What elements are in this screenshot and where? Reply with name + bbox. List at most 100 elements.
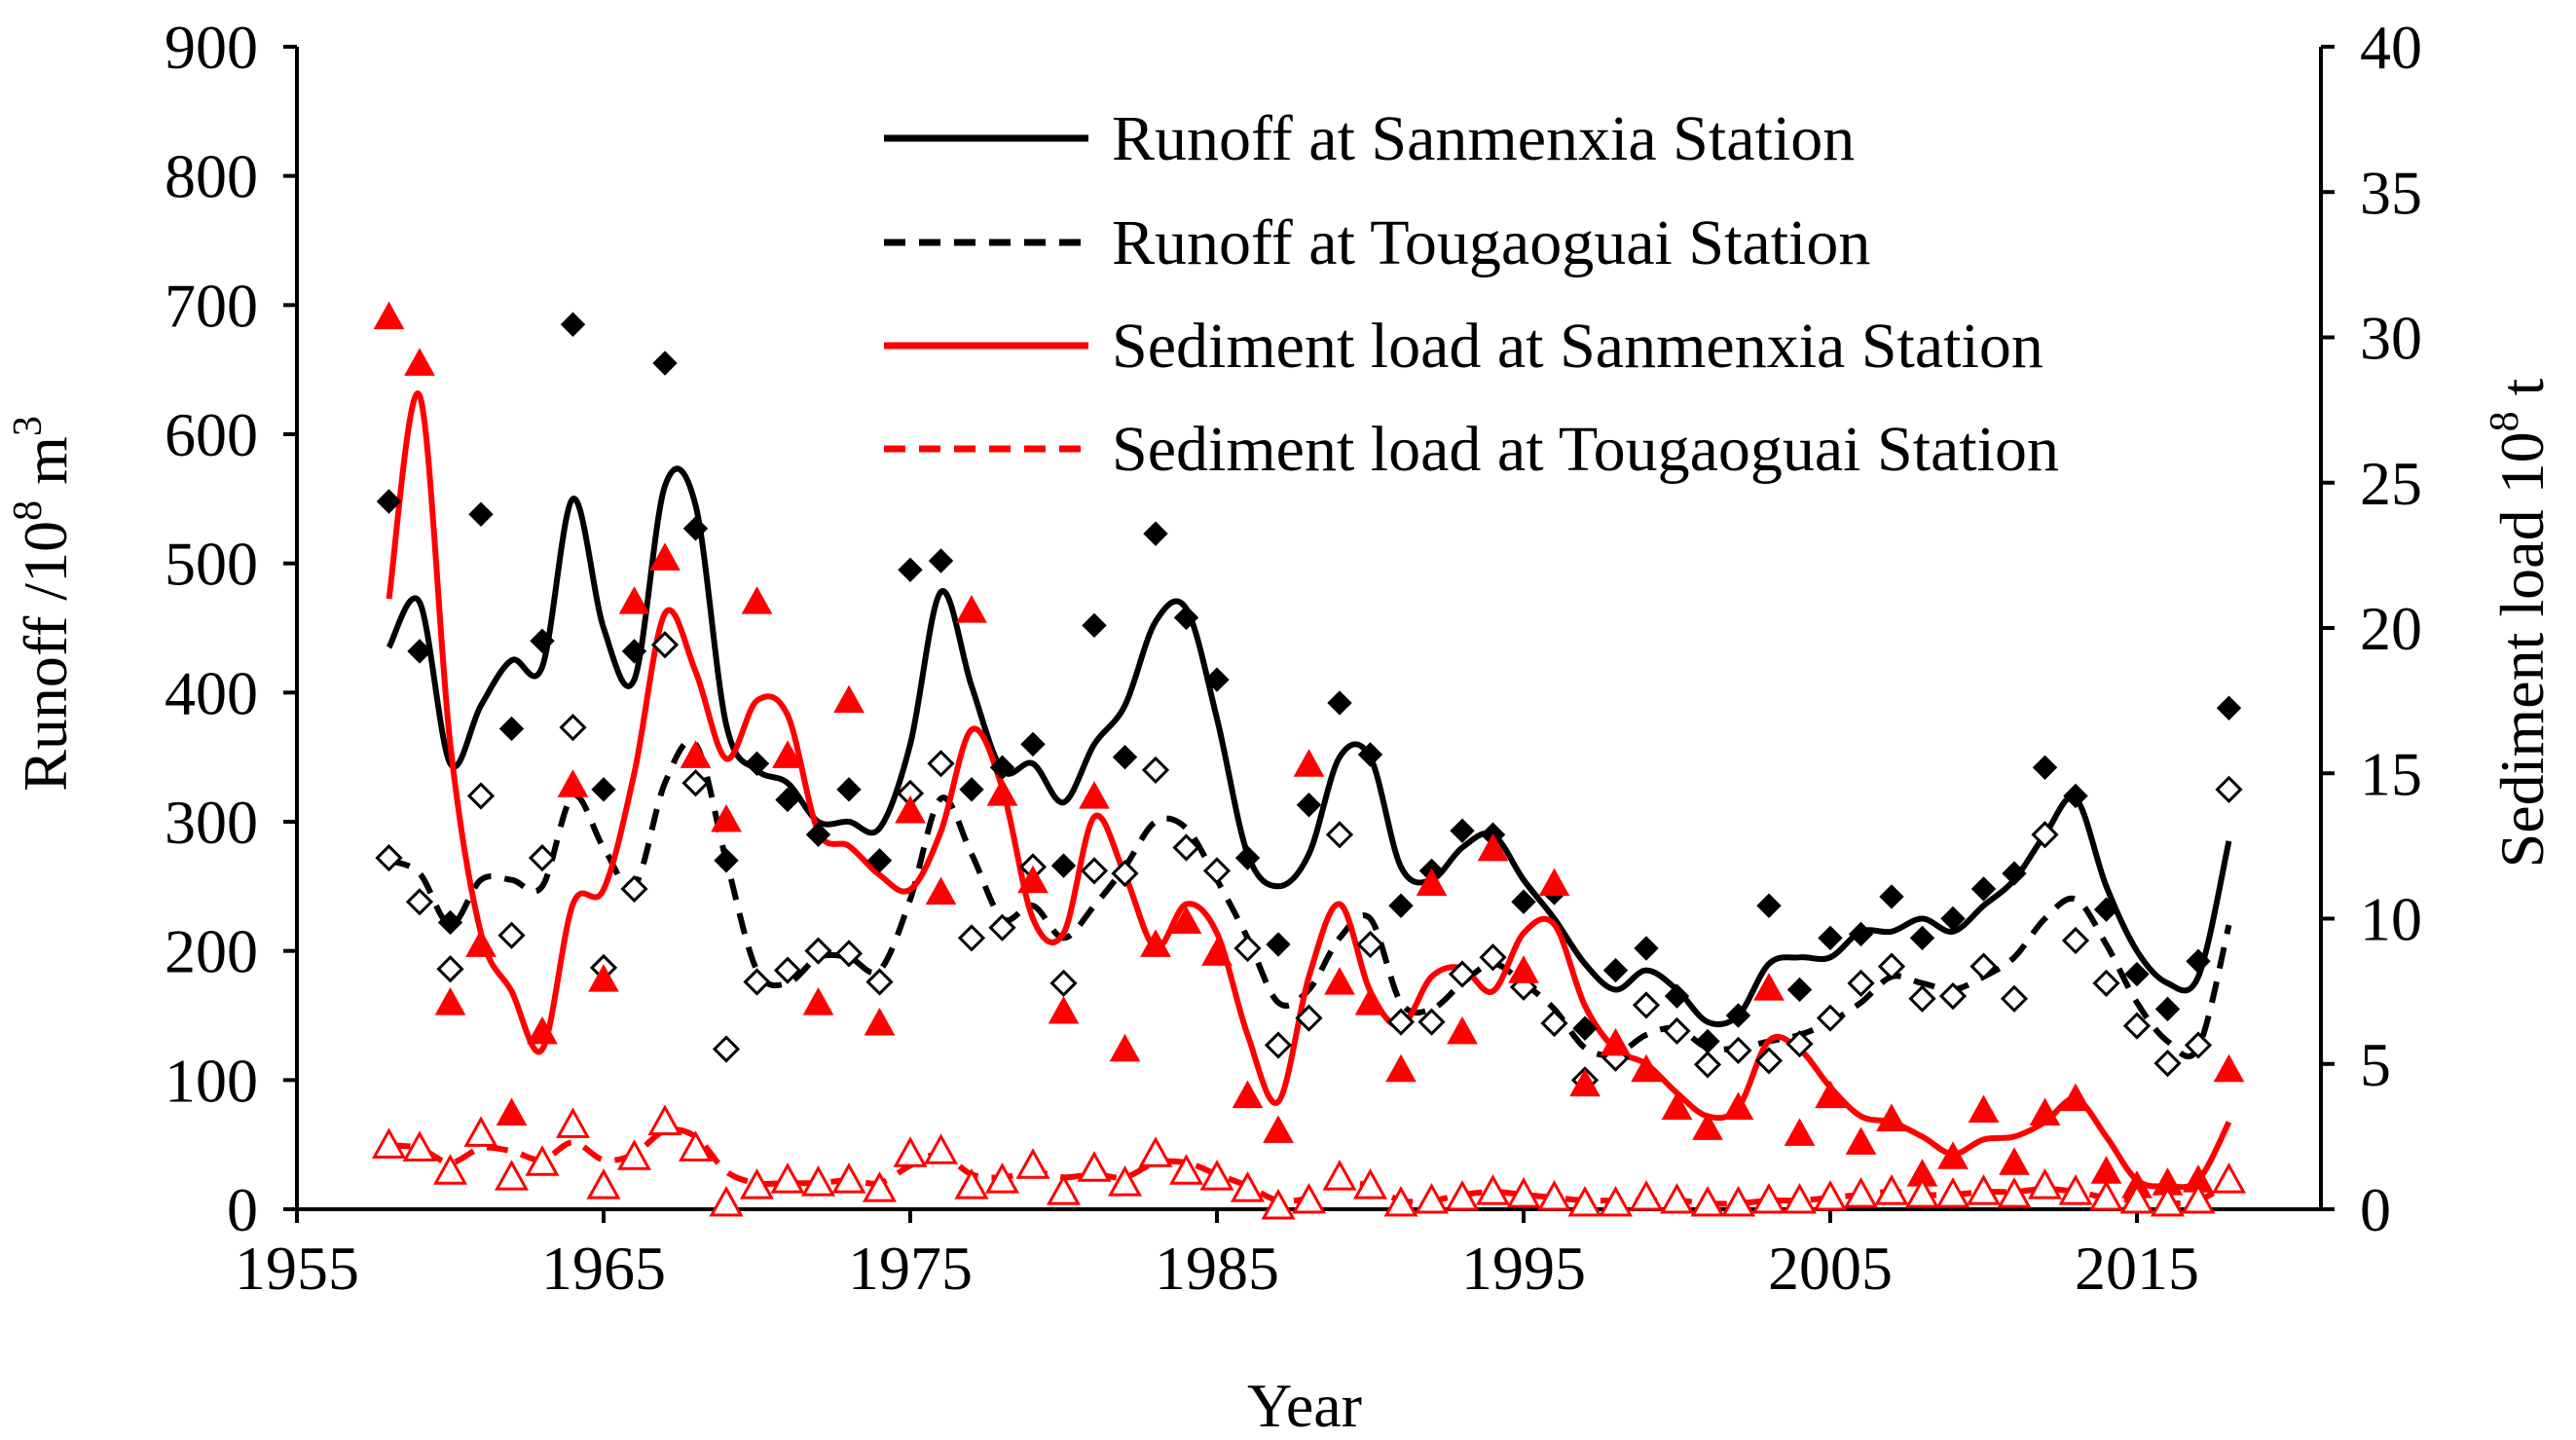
marker-sediment-tougaoguai (1475, 1174, 1511, 1205)
marker-runoff-sanmenxia (866, 848, 893, 873)
marker-runoff-tougaoguai (865, 968, 894, 996)
marker-sediment-sanmenxia (2060, 1083, 2091, 1112)
y-right-tick-label: 20 (2360, 594, 2422, 663)
marker-sediment-sanmenxia (711, 803, 742, 832)
x-tick-label: 1965 (541, 1234, 666, 1303)
marker-sediment-sanmenxia (1109, 1033, 1141, 1062)
marker-sediment-sanmenxia (986, 778, 1018, 806)
marker-sediment-sanmenxia (1600, 1027, 1632, 1056)
marker-sediment-sanmenxia (1232, 1080, 1264, 1109)
marker-sediment-sanmenxia (956, 595, 987, 623)
marker-runoff-tougaoguai (1877, 952, 1906, 980)
marker-runoff-tougaoguai (1417, 1008, 1446, 1036)
marker-runoff-sanmenxia (1756, 893, 1782, 918)
marker-sediment-sanmenxia (1569, 1068, 1601, 1097)
marker-sediment-tougaoguai (800, 1165, 836, 1197)
marker-sediment-sanmenxia (1201, 938, 1233, 966)
curve-sediment-sanmenxia (386, 390, 2232, 1191)
marker-sediment-tougaoguai (1077, 1151, 1112, 1182)
marker-runoff-sanmenxia (775, 787, 800, 813)
y-right-axis-title: Sediment load 108 t (2483, 378, 2557, 868)
marker-runoff-sanmenxia (1296, 793, 1322, 818)
marker-sediment-tougaoguai (739, 1168, 775, 1200)
x-tick-label: 2005 (1768, 1234, 1893, 1303)
marker-runoff-sanmenxia (437, 909, 463, 936)
marker-sediment-sanmenxia (1784, 1118, 1816, 1146)
marker-sediment-sanmenxia (1170, 905, 1202, 934)
marker-sediment-sanmenxia (1876, 1103, 1907, 1131)
y-left-title-main: Runoff /10 (11, 521, 80, 792)
y-left-axis: 0 100 200 300 400 500 600 700 800 900 (165, 13, 297, 1244)
marker-sediment-sanmenxia (833, 684, 865, 714)
marker-sediment-tougaoguai (647, 1104, 682, 1135)
marker-sediment-sanmenxia (1508, 955, 1539, 983)
marker-sediment-tougaoguai (2150, 1185, 2186, 1217)
marker-sediment-sanmenxia (1661, 1091, 1693, 1121)
marker-runoff-tougaoguai (1479, 943, 1507, 972)
marker-runoff-tougaoguai (1785, 1030, 1814, 1058)
marker-runoff-tougaoguai (1908, 984, 1936, 1013)
marker-sediment-sanmenxia (588, 964, 619, 992)
marker-runoff-sanmenxia (652, 351, 678, 376)
marker-sediment-sanmenxia (1631, 1053, 1662, 1083)
marker-sediment-tougaoguai (2119, 1182, 2154, 1214)
marker-runoff-sanmenxia (744, 751, 770, 777)
marker-runoff-tougaoguai (375, 844, 403, 872)
marker-sediment-sanmenxia (496, 1097, 528, 1126)
marker-sediment-sanmenxia (1538, 868, 1570, 897)
marker-sediment-tougaoguai (1843, 1176, 1879, 1208)
marker-runoff-tougaoguai (2215, 775, 2243, 803)
x-tick-label: 2015 (2075, 1234, 2199, 1303)
legend-label-runoff-sanmenxia: Runoff at Sanmenxia Station (1112, 103, 1855, 174)
y-right-tick-label: 30 (2360, 304, 2422, 373)
marker-runoff-tougaoguai (620, 874, 648, 904)
marker-sediment-tougaoguai (2211, 1163, 2247, 1194)
marker-runoff-tougaoguai (2184, 1031, 2213, 1059)
marker-sediment-sanmenxia (680, 740, 712, 768)
y-left-tick-label: 300 (165, 788, 258, 857)
marker-sediment-sanmenxia (2213, 1053, 2245, 1083)
marker-runoff-sanmenxia (2186, 948, 2211, 974)
marker-sediment-sanmenxia (772, 740, 803, 768)
marker-runoff-tougaoguai (1632, 991, 1661, 1019)
marker-runoff-sanmenxia (1940, 905, 1966, 932)
marker-sediment-tougaoguai (1261, 1188, 1296, 1220)
marker-runoff-sanmenxia (1327, 690, 1352, 716)
y-left-title-unit: m (11, 436, 80, 500)
marker-sediment-sanmenxia (1753, 973, 1785, 1001)
marker-sediment-sanmenxia (925, 876, 957, 905)
marker-sediment-tougaoguai (1966, 1174, 2002, 1205)
marker-sediment-sanmenxia (1722, 1091, 1754, 1121)
marker-runoff-sanmenxia (2032, 755, 2058, 780)
marker-runoff-sanmenxia (1234, 845, 1261, 870)
marker-sediment-sanmenxia (1416, 868, 1448, 897)
marker-sediment-sanmenxia (2029, 1097, 2061, 1126)
x-axis-title: Year (1247, 1371, 1362, 1440)
marker-sediment-tougaoguai (494, 1160, 530, 1191)
y-left-tick-label: 600 (165, 400, 258, 469)
marker-sediment-tougaoguai (1598, 1185, 1634, 1217)
marker-runoff-sanmenxia (1357, 742, 1383, 767)
marker-sediment-sanmenxia (1140, 929, 1171, 957)
marker-sediment-tougaoguai (1720, 1185, 1756, 1217)
marker-sediment-tougaoguai (525, 1145, 560, 1176)
marker-runoff-sanmenxia (1112, 744, 1138, 770)
marker-runoff-sanmenxia (2154, 996, 2181, 1022)
marker-sediment-tougaoguai (1230, 1171, 1266, 1202)
marker-runoff-sanmenxia (1388, 893, 1414, 918)
y-right-tick-label: 5 (2360, 1030, 2391, 1099)
marker-runoff-tougaoguai (681, 769, 710, 797)
marker-sediment-sanmenxia (1263, 1115, 1294, 1143)
marker-runoff-tougaoguai (1264, 1031, 1293, 1059)
marker-sediment-tougaoguai (1168, 1154, 1204, 1185)
marker-sediment-tougaoguai (1414, 1182, 1450, 1214)
marker-sediment-tougaoguai (402, 1130, 437, 1162)
legend-label-sediment-tougaoguai: Sediment load at Tougaoguai Station (1112, 414, 2059, 485)
marker-runoff-sanmenxia (1664, 983, 1690, 1009)
y-right-tick-label: 15 (2360, 739, 2422, 808)
marker-runoff-sanmenxia (498, 716, 525, 742)
y-left-tick-label: 800 (165, 142, 258, 211)
marker-runoff-tougaoguai (1233, 934, 1262, 963)
y-left-axis-title: Runoff /108 m3 (6, 416, 80, 792)
